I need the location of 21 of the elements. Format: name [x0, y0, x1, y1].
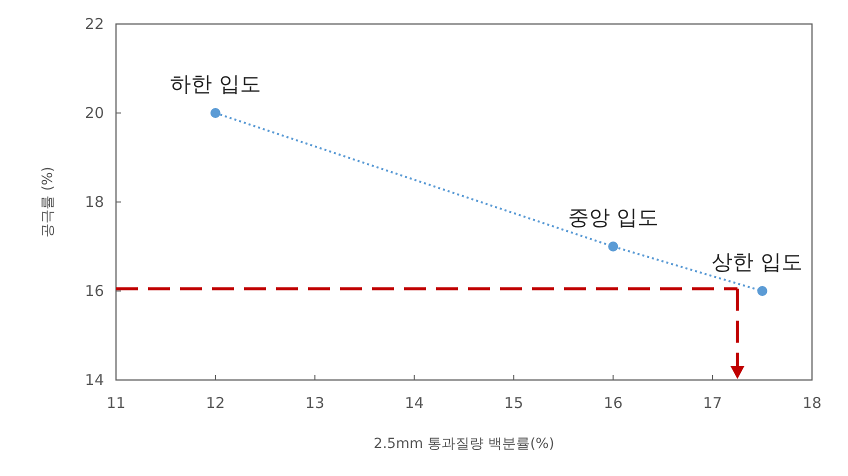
x-tick-label: 11 — [106, 394, 126, 412]
annotation: 중앙 입도 — [568, 206, 658, 230]
y-tick-label: 22 — [84, 15, 104, 33]
x-axis-title: 2.5mm 통과질량 백분률(%) — [374, 436, 554, 452]
annotation: 하한 입도 — [170, 72, 261, 96]
x-tick-label: 17 — [703, 394, 722, 412]
x-tick-label: 13 — [305, 394, 324, 412]
point — [608, 242, 618, 252]
x-tick-label: 18 — [802, 394, 822, 412]
x-tick-label: 14 — [404, 394, 424, 412]
point — [757, 286, 768, 296]
x-tick-label: 12 — [206, 394, 225, 412]
y-axis-title: 공극률 (%) — [40, 166, 56, 238]
x-tick-label: 16 — [604, 394, 623, 412]
annotation: 상한 입도 — [712, 250, 802, 274]
x-tick-label: 15 — [504, 394, 524, 412]
y-tick-label: 20 — [84, 104, 104, 122]
point — [210, 108, 220, 118]
y-tick-label: 16 — [84, 282, 104, 300]
y-tick-label: 14 — [84, 371, 104, 389]
y-tick-label: 18 — [84, 193, 104, 211]
